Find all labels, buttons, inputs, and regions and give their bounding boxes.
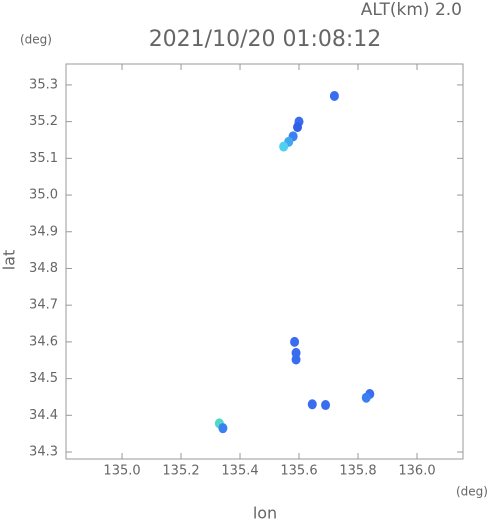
y-tick-label: 34.6: [29, 334, 58, 349]
echo-cell: [291, 354, 301, 365]
echo-cell: [329, 90, 339, 101]
plot-frame: [65, 63, 464, 460]
altitude-label: ALT(km) 2.0: [361, 0, 462, 20]
x-axis-label: lon: [253, 504, 277, 521]
y-tick-label: 34.9: [29, 224, 58, 239]
x-unit: (deg): [456, 485, 488, 499]
y-tick-label: 35.3: [29, 77, 58, 92]
y-tick-label: 34.3: [29, 445, 58, 460]
y-tick-label: 34.4: [29, 408, 58, 423]
y-tick-label: 34.8: [29, 261, 58, 276]
echo-cell: [321, 400, 331, 411]
echo-cell: [361, 392, 371, 403]
x-tick-label: 135.4: [221, 464, 258, 479]
x-tick-label: 135.2: [162, 464, 199, 479]
y-unit: (deg): [20, 33, 52, 47]
y-tick-label: 34.7: [29, 298, 58, 313]
y-tick-label: 35.0: [29, 188, 58, 203]
chart-title: 2021/10/20 01:08:12: [149, 27, 382, 52]
y-axis-label: lat: [0, 250, 19, 271]
echo-cell: [290, 336, 300, 347]
x-tick-label: 135.8: [339, 464, 376, 479]
y-tick-label: 35.1: [29, 151, 58, 166]
echo-cell: [307, 399, 317, 410]
echo-cell: [293, 122, 303, 133]
x-tick-label: 135.0: [103, 464, 140, 479]
echo-cell: [279, 141, 289, 152]
x-tick-label: 135.6: [280, 464, 317, 479]
x-tick-label: 136.0: [398, 464, 435, 479]
y-tick-label: 35.2: [29, 114, 58, 129]
echo-cell: [218, 423, 228, 434]
y-tick-label: 34.5: [29, 371, 58, 386]
